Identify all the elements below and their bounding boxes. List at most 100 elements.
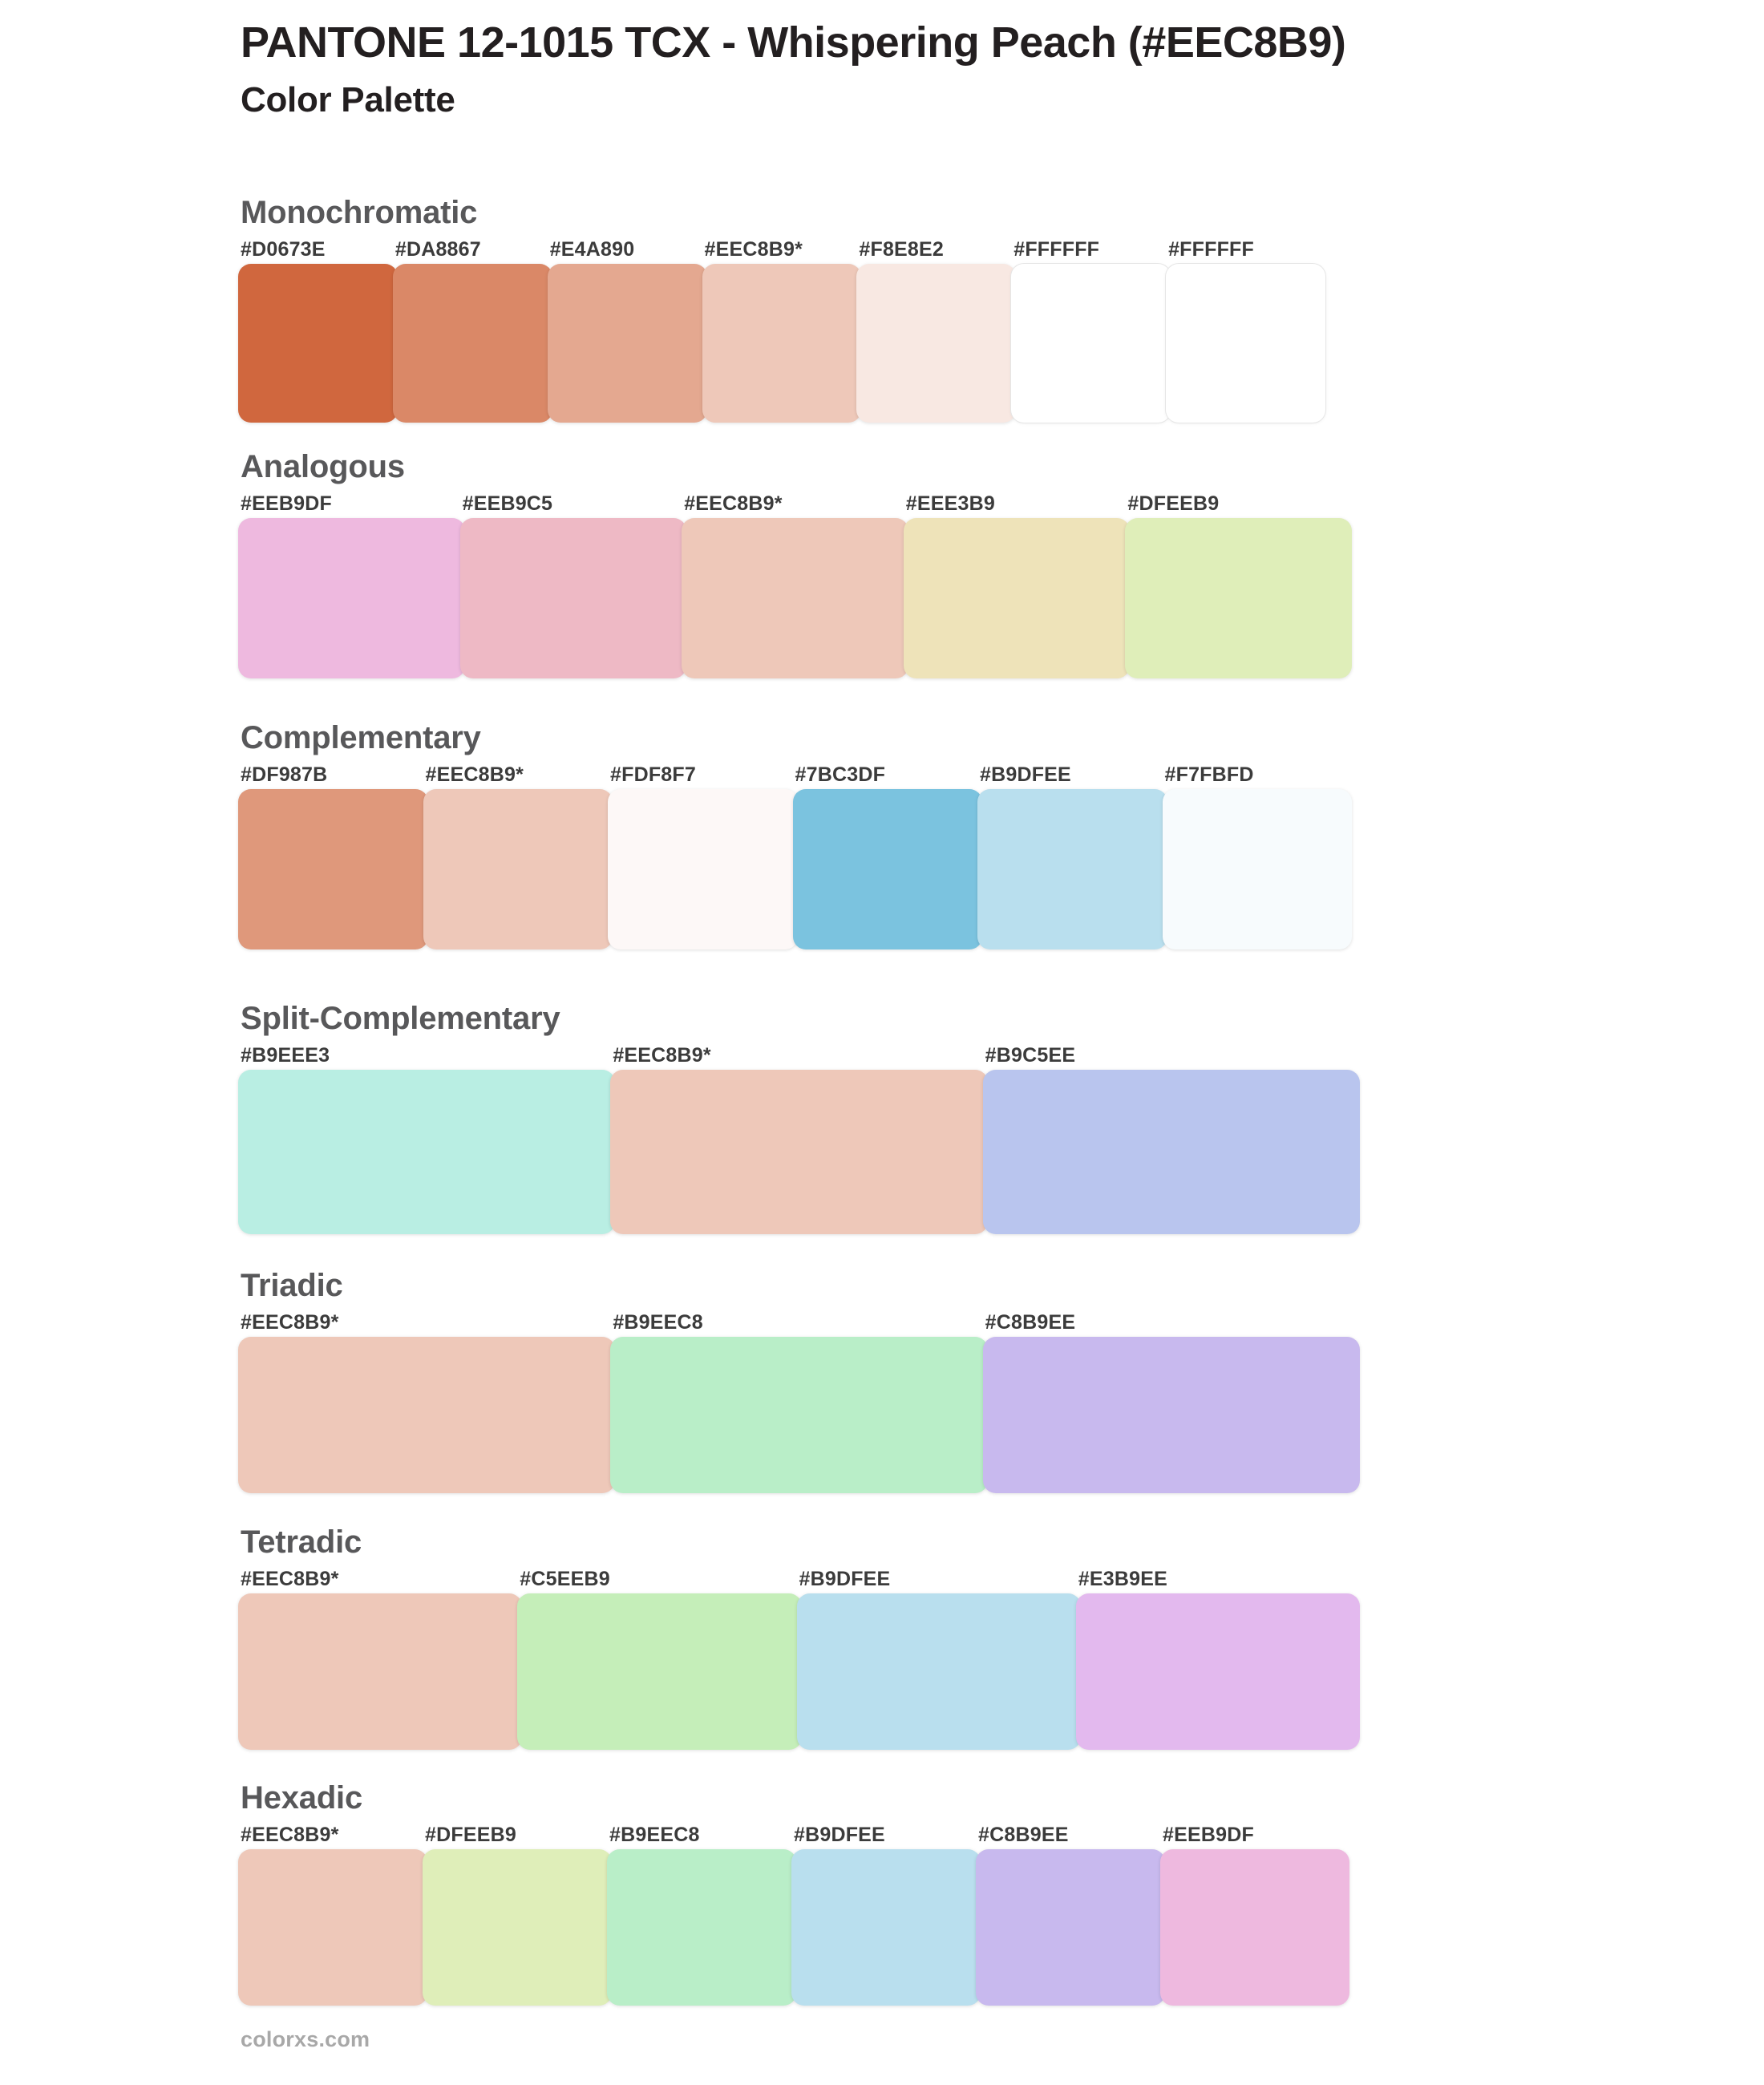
swatch[interactable]: #FDF8F7 (608, 763, 798, 949)
swatch-chip[interactable] (423, 1849, 612, 2006)
site-credit: colorxs.com (241, 2027, 370, 2051)
swatch-chip[interactable] (610, 1070, 988, 1234)
palette-section: Split-Complementary #B9EEE3 #EEC8B9* #B9C5E… (238, 1001, 1360, 1234)
swatch[interactable]: #EEB9C5 (459, 494, 687, 678)
swatch-chip[interactable] (702, 264, 862, 423)
swatch[interactable]: #F7FBFD (1162, 763, 1352, 949)
swatch[interactable]: #DA8867 (392, 238, 552, 423)
swatch[interactable]: #E4A890 (547, 238, 707, 423)
swatch-hex-label: #EEC8B9* (684, 492, 783, 515)
swatch[interactable]: #EEE3B9 (903, 494, 1131, 678)
swatch-chip[interactable] (1075, 1593, 1360, 1750)
palette-section: Complementary #DF987B #EEC8B9* #FDF8F7 #7BC3… (238, 720, 1352, 949)
swatch-chip[interactable] (238, 264, 398, 423)
swatch-chip[interactable] (392, 264, 552, 423)
swatch[interactable]: #B9DFEE (796, 1569, 1081, 1750)
swatch[interactable]: #EEC8B9* (238, 1311, 616, 1493)
swatch-row: #B9EEE3 #EEC8B9* #B9C5EE (238, 1046, 1360, 1234)
swatch-chip[interactable] (238, 1593, 523, 1750)
swatch[interactable]: #EEC8B9* (238, 1568, 523, 1750)
swatch[interactable]: #DFEEB9 (1125, 492, 1352, 678)
swatch-hex-label: #FFFFFF (1168, 238, 1254, 261)
swatch-chip[interactable] (547, 264, 707, 423)
swatch[interactable]: #FFFFFF (1166, 238, 1325, 423)
swatch-chip[interactable] (423, 789, 613, 949)
swatch[interactable]: #B9EEC8 (610, 1313, 988, 1493)
swatch-chip[interactable] (856, 264, 1017, 423)
palette-section: Triadic #EEC8B9* #B9EEC8 #C8B9EE (238, 1268, 1360, 1493)
swatch-chip[interactable] (608, 789, 798, 949)
page-subtitle: Color Palette (241, 79, 455, 119)
swatch[interactable]: #B9DFEE (977, 765, 1167, 949)
swatch-hex-label: #EEC8B9* (241, 1311, 339, 1334)
swatch-chip[interactable] (517, 1593, 802, 1750)
swatch-hex-label: #DFEEB9 (1127, 492, 1220, 515)
swatch-chip[interactable] (607, 1849, 796, 2006)
page-header: PANTONE 12-1015 TCX - Whispering Peach (… (241, 18, 1684, 121)
swatch-hex-label: #FDF8F7 (610, 763, 696, 786)
swatch-hex-label: #FFFFFF (1013, 238, 1100, 261)
swatch[interactable]: #EEC8B9* (702, 240, 862, 423)
swatch[interactable]: #B9EEC8 (607, 1824, 796, 2006)
swatch-chip[interactable] (903, 518, 1131, 678)
section-title: Split-Complementary (241, 1001, 560, 1036)
swatch[interactable]: #DF987B (238, 765, 428, 949)
swatch[interactable]: #FFFFFF (1011, 238, 1171, 423)
swatch-hex-label: #7BC3DF (795, 763, 886, 786)
swatch[interactable]: #EEB9DF (238, 492, 465, 678)
swatch-chip[interactable] (238, 518, 465, 678)
swatch-hex-label: #E4A890 (549, 238, 635, 261)
swatch-chip[interactable] (610, 1337, 988, 1493)
swatch-chip[interactable] (459, 518, 687, 678)
swatch-row: #DF987B #EEC8B9* #FDF8F7 #7BC3DF #B9DFEE #F7F… (238, 763, 1352, 949)
swatch-chip[interactable] (1125, 518, 1352, 678)
swatch-row: #D0673E #DA8867 #E4A890 #EEC8B9* #F8E8E2 #FFF… (238, 238, 1325, 423)
swatch-chip[interactable] (238, 1849, 427, 2006)
swatch-hex-label: #EEC8B9* (241, 1568, 339, 1590)
swatch-hex-label: #C8B9EE (978, 1824, 1069, 1846)
swatch-chip[interactable] (982, 1337, 1360, 1493)
swatch[interactable]: #EEC8B9* (238, 1825, 427, 2006)
section-title: Triadic (241, 1268, 343, 1303)
swatch-chip[interactable] (1166, 264, 1325, 423)
swatch-row: #EEC8B9* #B9EEC8 #C8B9EE (238, 1311, 1360, 1493)
palette-section: Tetradic #EEC8B9* #C5EEB9 #B9DFEE #E3B9EE (238, 1524, 1360, 1750)
swatch[interactable]: #DFEEB9 (423, 1825, 612, 2006)
swatch[interactable]: #B9C5EE (982, 1046, 1360, 1234)
swatch-chip[interactable] (1160, 1849, 1349, 2006)
swatch-chip[interactable] (238, 1070, 616, 1234)
swatch-hex-label: #B9EEC8 (609, 1824, 700, 1846)
swatch-hex-label: #F7FBFD (1164, 763, 1254, 786)
swatch[interactable]: #EEC8B9* (682, 492, 908, 678)
swatch[interactable]: #EEB9DF (1160, 1825, 1349, 2006)
swatch-chip[interactable] (982, 1070, 1360, 1234)
swatch-hex-label: #EEB9DF (241, 492, 332, 515)
swatch[interactable]: #C8B9EE (976, 1824, 1165, 2006)
swatch[interactable]: #B9DFEE (791, 1825, 981, 2006)
swatch-chip[interactable] (1162, 789, 1352, 949)
swatch-hex-label: #F8E8E2 (859, 238, 945, 261)
swatch-chip[interactable] (977, 789, 1167, 949)
swatch-chip[interactable] (682, 518, 908, 678)
swatch[interactable]: #7BC3DF (792, 763, 982, 949)
swatch-hex-label: #E3B9EE (1078, 1568, 1167, 1590)
swatch-chip[interactable] (796, 1593, 1081, 1750)
swatch[interactable]: #E3B9EE (1075, 1568, 1360, 1750)
swatch-hex-label: #D0673E (241, 238, 326, 261)
swatch-hex-label: #DA8867 (394, 238, 481, 261)
swatch[interactable]: #C5EEB9 (517, 1569, 802, 1750)
swatch-chip[interactable] (791, 1849, 981, 2006)
swatch[interactable]: #B9EEE3 (238, 1046, 616, 1234)
swatch[interactable]: #EEC8B9* (423, 765, 613, 949)
swatch[interactable]: #C8B9EE (982, 1313, 1360, 1493)
section-title: Complementary (241, 720, 481, 755)
section-title: Tetradic (241, 1524, 362, 1560)
swatch[interactable]: #F8E8E2 (856, 238, 1017, 423)
swatch[interactable]: #D0673E (238, 238, 398, 423)
swatch-chip[interactable] (238, 789, 428, 949)
swatch-chip[interactable] (792, 789, 982, 949)
swatch[interactable]: #EEC8B9* (610, 1046, 988, 1234)
swatch-chip[interactable] (1011, 264, 1171, 423)
swatch-chip[interactable] (976, 1849, 1165, 2006)
swatch-chip[interactable] (238, 1337, 616, 1493)
